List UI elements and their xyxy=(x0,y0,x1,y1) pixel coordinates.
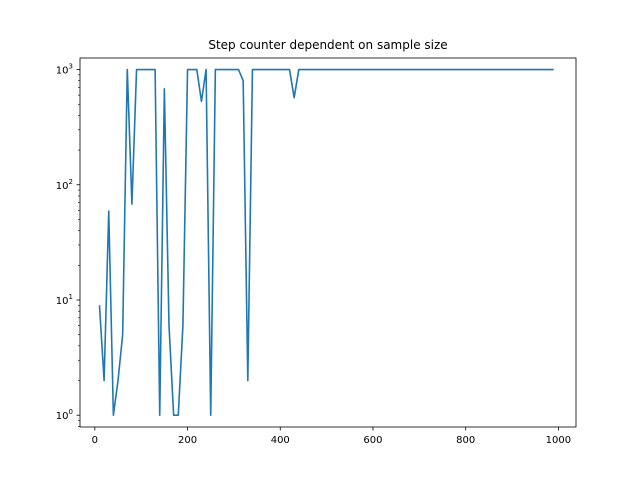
y-axis: 100 101 102 103 xyxy=(56,63,80,427)
y-tick-label: 103 xyxy=(56,63,73,77)
y-tick-label: 100 xyxy=(56,408,73,422)
y-tick-label: 101 xyxy=(56,293,73,307)
x-tick-label: 800 xyxy=(456,435,475,446)
x-tick-label: 1000 xyxy=(546,435,571,446)
chart-title: Step counter dependent on sample size xyxy=(208,38,447,52)
x-tick-label: 200 xyxy=(178,435,197,446)
y-tick-label: 102 xyxy=(56,178,73,192)
axes-frame xyxy=(79,57,577,428)
x-tick-label: 600 xyxy=(363,435,382,446)
plot-area xyxy=(98,68,554,417)
x-tick-label: 400 xyxy=(271,435,290,446)
x-axis: 0 200 400 600 800 1000 xyxy=(92,427,571,446)
series-line-0 xyxy=(98,68,554,417)
x-tick-label: 0 xyxy=(92,435,98,446)
